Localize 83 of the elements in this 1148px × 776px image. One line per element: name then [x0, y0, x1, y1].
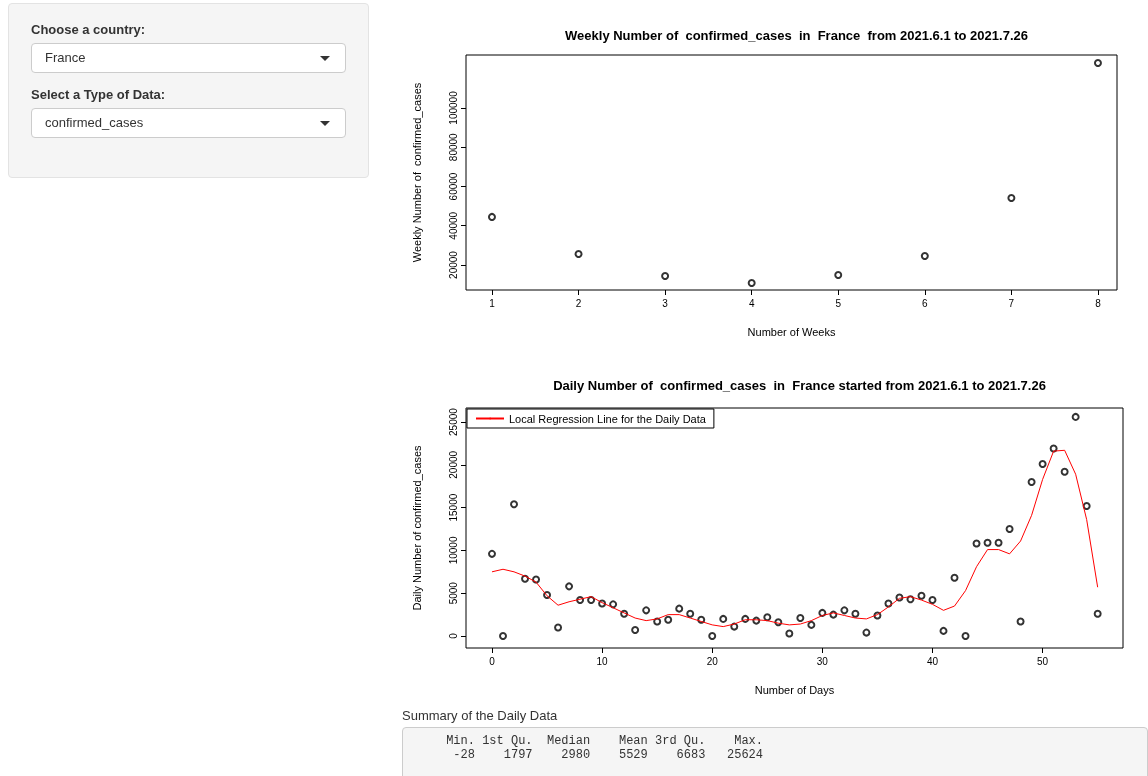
point — [939, 626, 948, 635]
x-tick-label: 40 — [926, 655, 939, 667]
chart-title: Daily Number of confirmed_cases in France started from 2021.6.1 to 2021.7.26 — [553, 378, 1046, 393]
point — [510, 500, 519, 509]
point — [499, 632, 507, 641]
x-axis-title: Number of Days — [754, 683, 835, 696]
point — [642, 606, 651, 615]
point — [686, 609, 695, 618]
chart-title: Weekly Number of confirmed_cases in France from 2021.6.1 to 2021.7.26 — [565, 28, 1028, 43]
y-tick-label: 40000 — [447, 211, 459, 240]
point — [807, 620, 816, 629]
text: Min. 1st Qu. Median Mean 3rd Qu. Max. — [445, 734, 763, 748]
x-tick-label: 4 — [748, 297, 755, 309]
y-tick-label: 60000 — [447, 172, 459, 201]
point — [1093, 59, 1102, 68]
text: -28 1797 2980 5529 6683 25624 — [452, 748, 763, 762]
point — [1071, 412, 1080, 421]
y-axis-title: Weekly Number of confirmed_cases — [410, 82, 423, 263]
text: Summary of the Daily Data — [402, 708, 559, 723]
x-tick-label: 3 — [662, 297, 669, 309]
y-tick-label: 0 — [447, 632, 459, 639]
y-tick-label: 20000 — [447, 250, 459, 279]
point — [708, 632, 717, 641]
point — [763, 613, 772, 622]
point — [1007, 194, 1016, 203]
y-tick-label: 20000 — [447, 450, 459, 479]
y-tick-label: 15000 — [447, 493, 459, 522]
point — [565, 582, 574, 591]
text: Choose a country: — [31, 22, 147, 37]
x-tick-label: 2 — [575, 297, 582, 309]
point — [851, 609, 860, 618]
point — [920, 251, 929, 260]
point — [1060, 467, 1069, 476]
y-tick-label: 25000 — [447, 407, 459, 436]
point — [1005, 525, 1014, 534]
x-tick-label: 20 — [706, 655, 719, 667]
x-tick-label: 1 — [489, 297, 496, 309]
point — [719, 614, 728, 623]
x-tick-label: 30 — [816, 655, 829, 667]
point — [972, 539, 981, 548]
point — [862, 628, 871, 637]
point — [747, 279, 756, 288]
point — [961, 632, 970, 641]
y-tick-label: 10000 — [447, 536, 459, 565]
x-tick-label: 5 — [835, 297, 842, 309]
point — [675, 604, 684, 613]
y-tick-label: 5000 — [447, 581, 459, 605]
point — [796, 614, 805, 623]
y-tick-label: 80000 — [447, 132, 459, 162]
point — [574, 250, 583, 258]
point — [1027, 477, 1036, 486]
point — [840, 606, 849, 615]
point — [917, 591, 926, 600]
point — [1016, 617, 1025, 626]
x-axis-title: Number of Weeks — [747, 325, 836, 338]
point — [487, 212, 496, 221]
x-tick-label: 10 — [596, 655, 609, 667]
point — [928, 596, 937, 605]
x-tick-label: 6 — [922, 297, 929, 309]
point — [983, 538, 992, 547]
point — [994, 538, 1003, 547]
point — [950, 573, 959, 582]
point — [1038, 459, 1047, 468]
point — [785, 629, 794, 638]
point — [661, 271, 670, 280]
text: Select a Type of Data: — [31, 87, 167, 102]
x-tick-label: 50 — [1037, 655, 1049, 667]
point — [1082, 501, 1091, 510]
point — [554, 623, 563, 632]
x-tick-label: 8 — [1095, 297, 1102, 309]
point — [488, 549, 496, 558]
text: France — [31, 43, 346, 73]
y-axis-title: Daily Number of confirmed_cases — [410, 444, 423, 611]
text: confirmed_cases — [31, 108, 346, 138]
y-tick-label: 100000 — [447, 90, 459, 125]
point — [609, 600, 618, 609]
point — [664, 615, 673, 624]
x-tick-label: 0 — [489, 655, 496, 667]
point — [1093, 609, 1102, 618]
point — [834, 271, 843, 279]
x-tick-label: 7 — [1008, 297, 1015, 309]
legend-label: Local Regression Line for the Daily Data — [509, 412, 707, 425]
point — [631, 626, 640, 635]
